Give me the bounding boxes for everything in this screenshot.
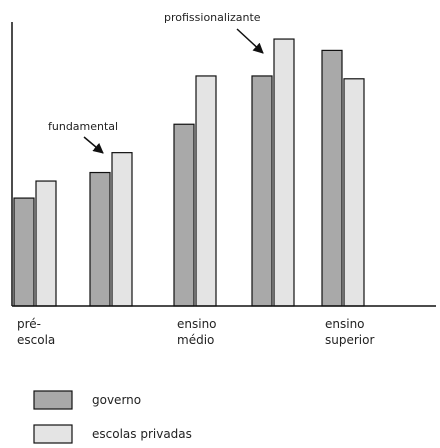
annotation-arrow-profissionalizante xyxy=(236,28,264,54)
bar-ensino-medio-escolas-privadas xyxy=(195,75,217,307)
annotation-profissionalizante: profissionalizante xyxy=(164,11,261,24)
legend-label-escolas-privadas: escolas privadas xyxy=(92,427,192,441)
category-label-ensino-superior-2: superior xyxy=(325,333,374,347)
bar-ensino-medio-governo xyxy=(173,123,195,307)
legend-swatch-governo xyxy=(33,390,73,410)
annotation-arrow-fundamental xyxy=(83,136,104,154)
legend-swatch-escolas-privadas xyxy=(33,424,73,444)
legend-label-governo: governo xyxy=(92,393,141,407)
bar-pre-escola-governo xyxy=(13,197,35,307)
category-label-pre-escola-2: escola xyxy=(17,333,55,347)
category-label-ensino-medio-1: ensino xyxy=(177,317,217,331)
bars-group xyxy=(13,38,365,307)
legend: governo escolas privadas xyxy=(33,390,192,444)
bar-pre-escola-escolas-privadas xyxy=(35,180,57,307)
bar-ensino-superior-governo xyxy=(321,49,343,307)
bar-fundamental-governo xyxy=(89,171,111,307)
bar-profissionalizante-escolas-privadas xyxy=(273,38,295,307)
bar-ensino-superior-escolas-privadas xyxy=(343,78,365,307)
annotations: fundamental profissionalizante xyxy=(48,11,264,154)
bar-profissionalizante-governo xyxy=(251,75,273,307)
bar-fundamental-escolas-privadas xyxy=(111,152,133,307)
category-label-ensino-superior-1: ensino xyxy=(325,317,365,331)
category-label-pre-escola-1: pré- xyxy=(17,317,41,331)
category-labels: pré-escola ensino médio ensino superior xyxy=(17,317,374,347)
annotation-fundamental: fundamental xyxy=(48,120,118,133)
category-label-ensino-medio-2: médio xyxy=(177,333,214,347)
